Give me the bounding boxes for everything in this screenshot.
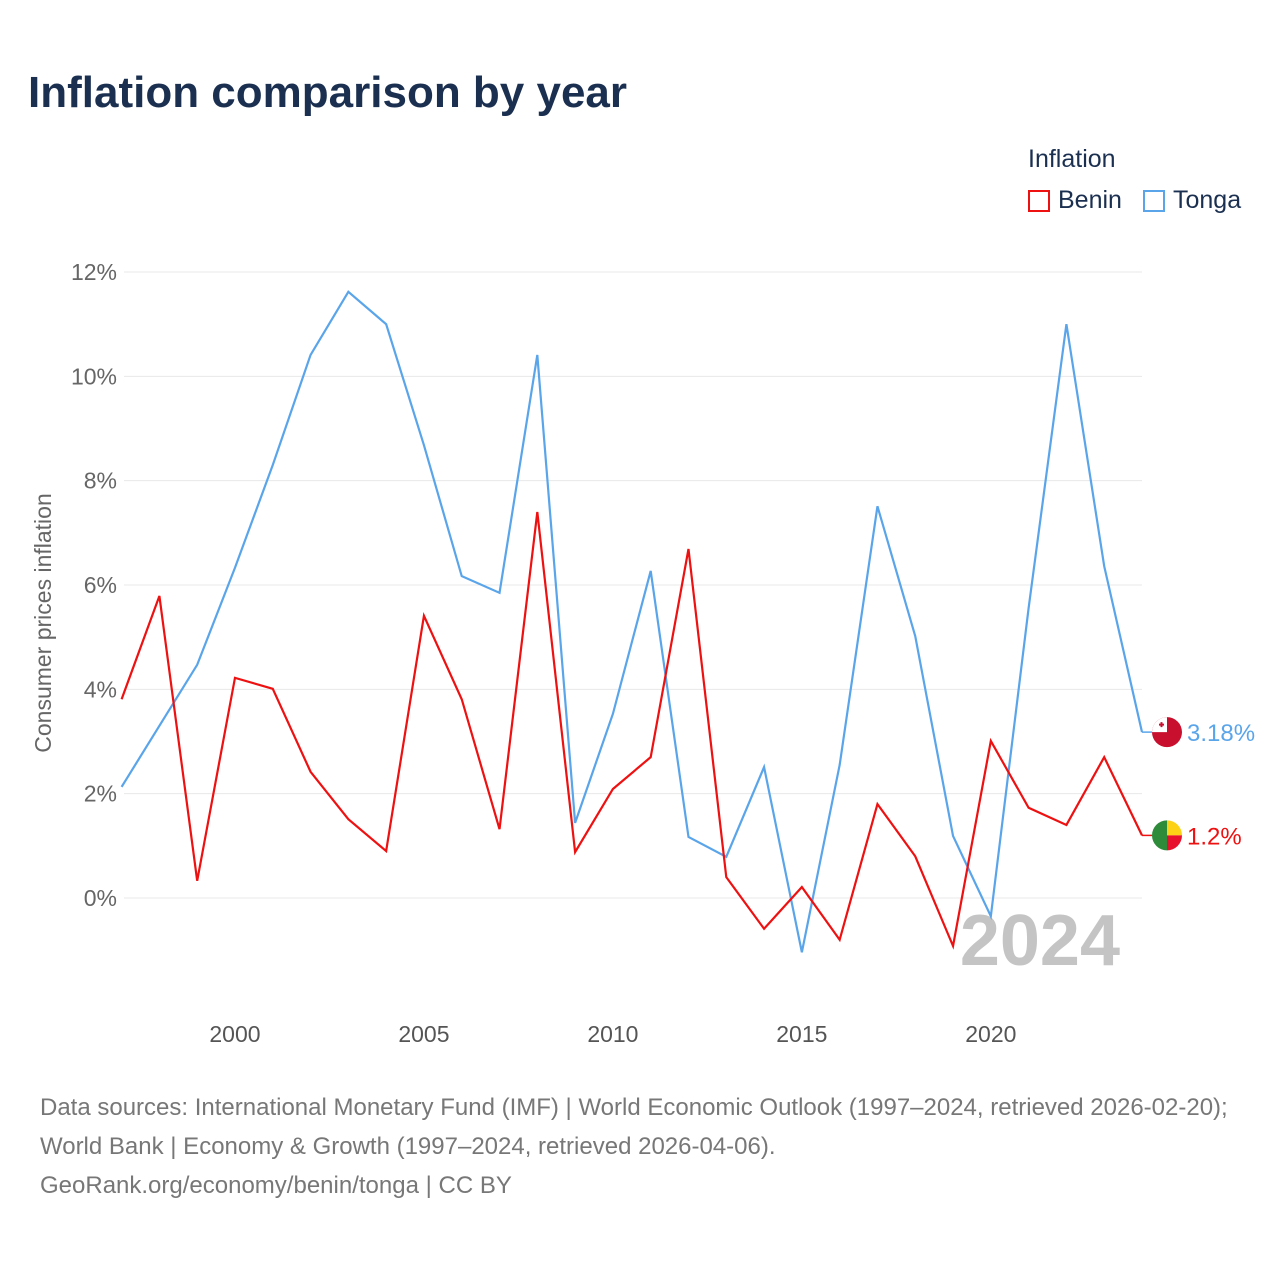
series-line-benin <box>120 511 1143 950</box>
benin-flag-yellow <box>1167 820 1182 836</box>
legend-item-tonga[interactable]: Tonga <box>1143 186 1241 215</box>
x-tick-label: 2015 <box>776 1021 827 1047</box>
benin-swatch <box>1028 189 1050 212</box>
chart-title: Inflation comparison by year <box>28 68 628 117</box>
x-tick-label: 2020 <box>965 1021 1016 1047</box>
y-tick-label: 6% <box>84 572 117 598</box>
data-sources: Data sources: International Monetary Fun… <box>40 1094 1228 1160</box>
benin-flag-icon <box>1152 820 1167 851</box>
line-chart: 0% 2% 4% 6% 8% 10% 12% 2000 2005 2010 2015 2020 Cons… <box>30 259 1255 1047</box>
benin-flag-red <box>1167 835 1182 851</box>
year-watermark: 2024 <box>960 901 1120 981</box>
tonga-swatch <box>1143 189 1165 212</box>
y-tick-label: 10% <box>71 363 117 389</box>
y-tick-label: 0% <box>84 885 117 911</box>
legend-label-benin: Benin <box>1058 186 1122 214</box>
x-tick-label: 2000 <box>209 1021 260 1047</box>
tonga-flag-cross <box>1159 722 1164 728</box>
y-axis-label: Consumer prices inflation <box>30 493 56 753</box>
legend-label-tonga: Tonga <box>1173 186 1242 214</box>
legend-title: Inflation <box>1028 145 1116 173</box>
y-tick-label: 8% <box>84 468 117 494</box>
legend-item-benin[interactable]: Benin <box>1028 186 1122 215</box>
end-value-label-tonga: 3.18% <box>1187 720 1255 747</box>
x-tick-label: 2010 <box>587 1021 638 1047</box>
y-tick-label: 12% <box>71 259 117 285</box>
credit-link[interactable]: GeoRank.org/economy/benin/tonga | CC BY <box>40 1172 512 1199</box>
footer: Data sources: International Monetary Fun… <box>40 1088 1250 1205</box>
y-tick-label: 2% <box>84 781 117 807</box>
end-value-label-benin: 1.2% <box>1187 823 1242 850</box>
y-tick-label: 4% <box>84 676 117 702</box>
series-line-tonga <box>120 290 1144 953</box>
x-tick-label: 2005 <box>398 1021 449 1047</box>
